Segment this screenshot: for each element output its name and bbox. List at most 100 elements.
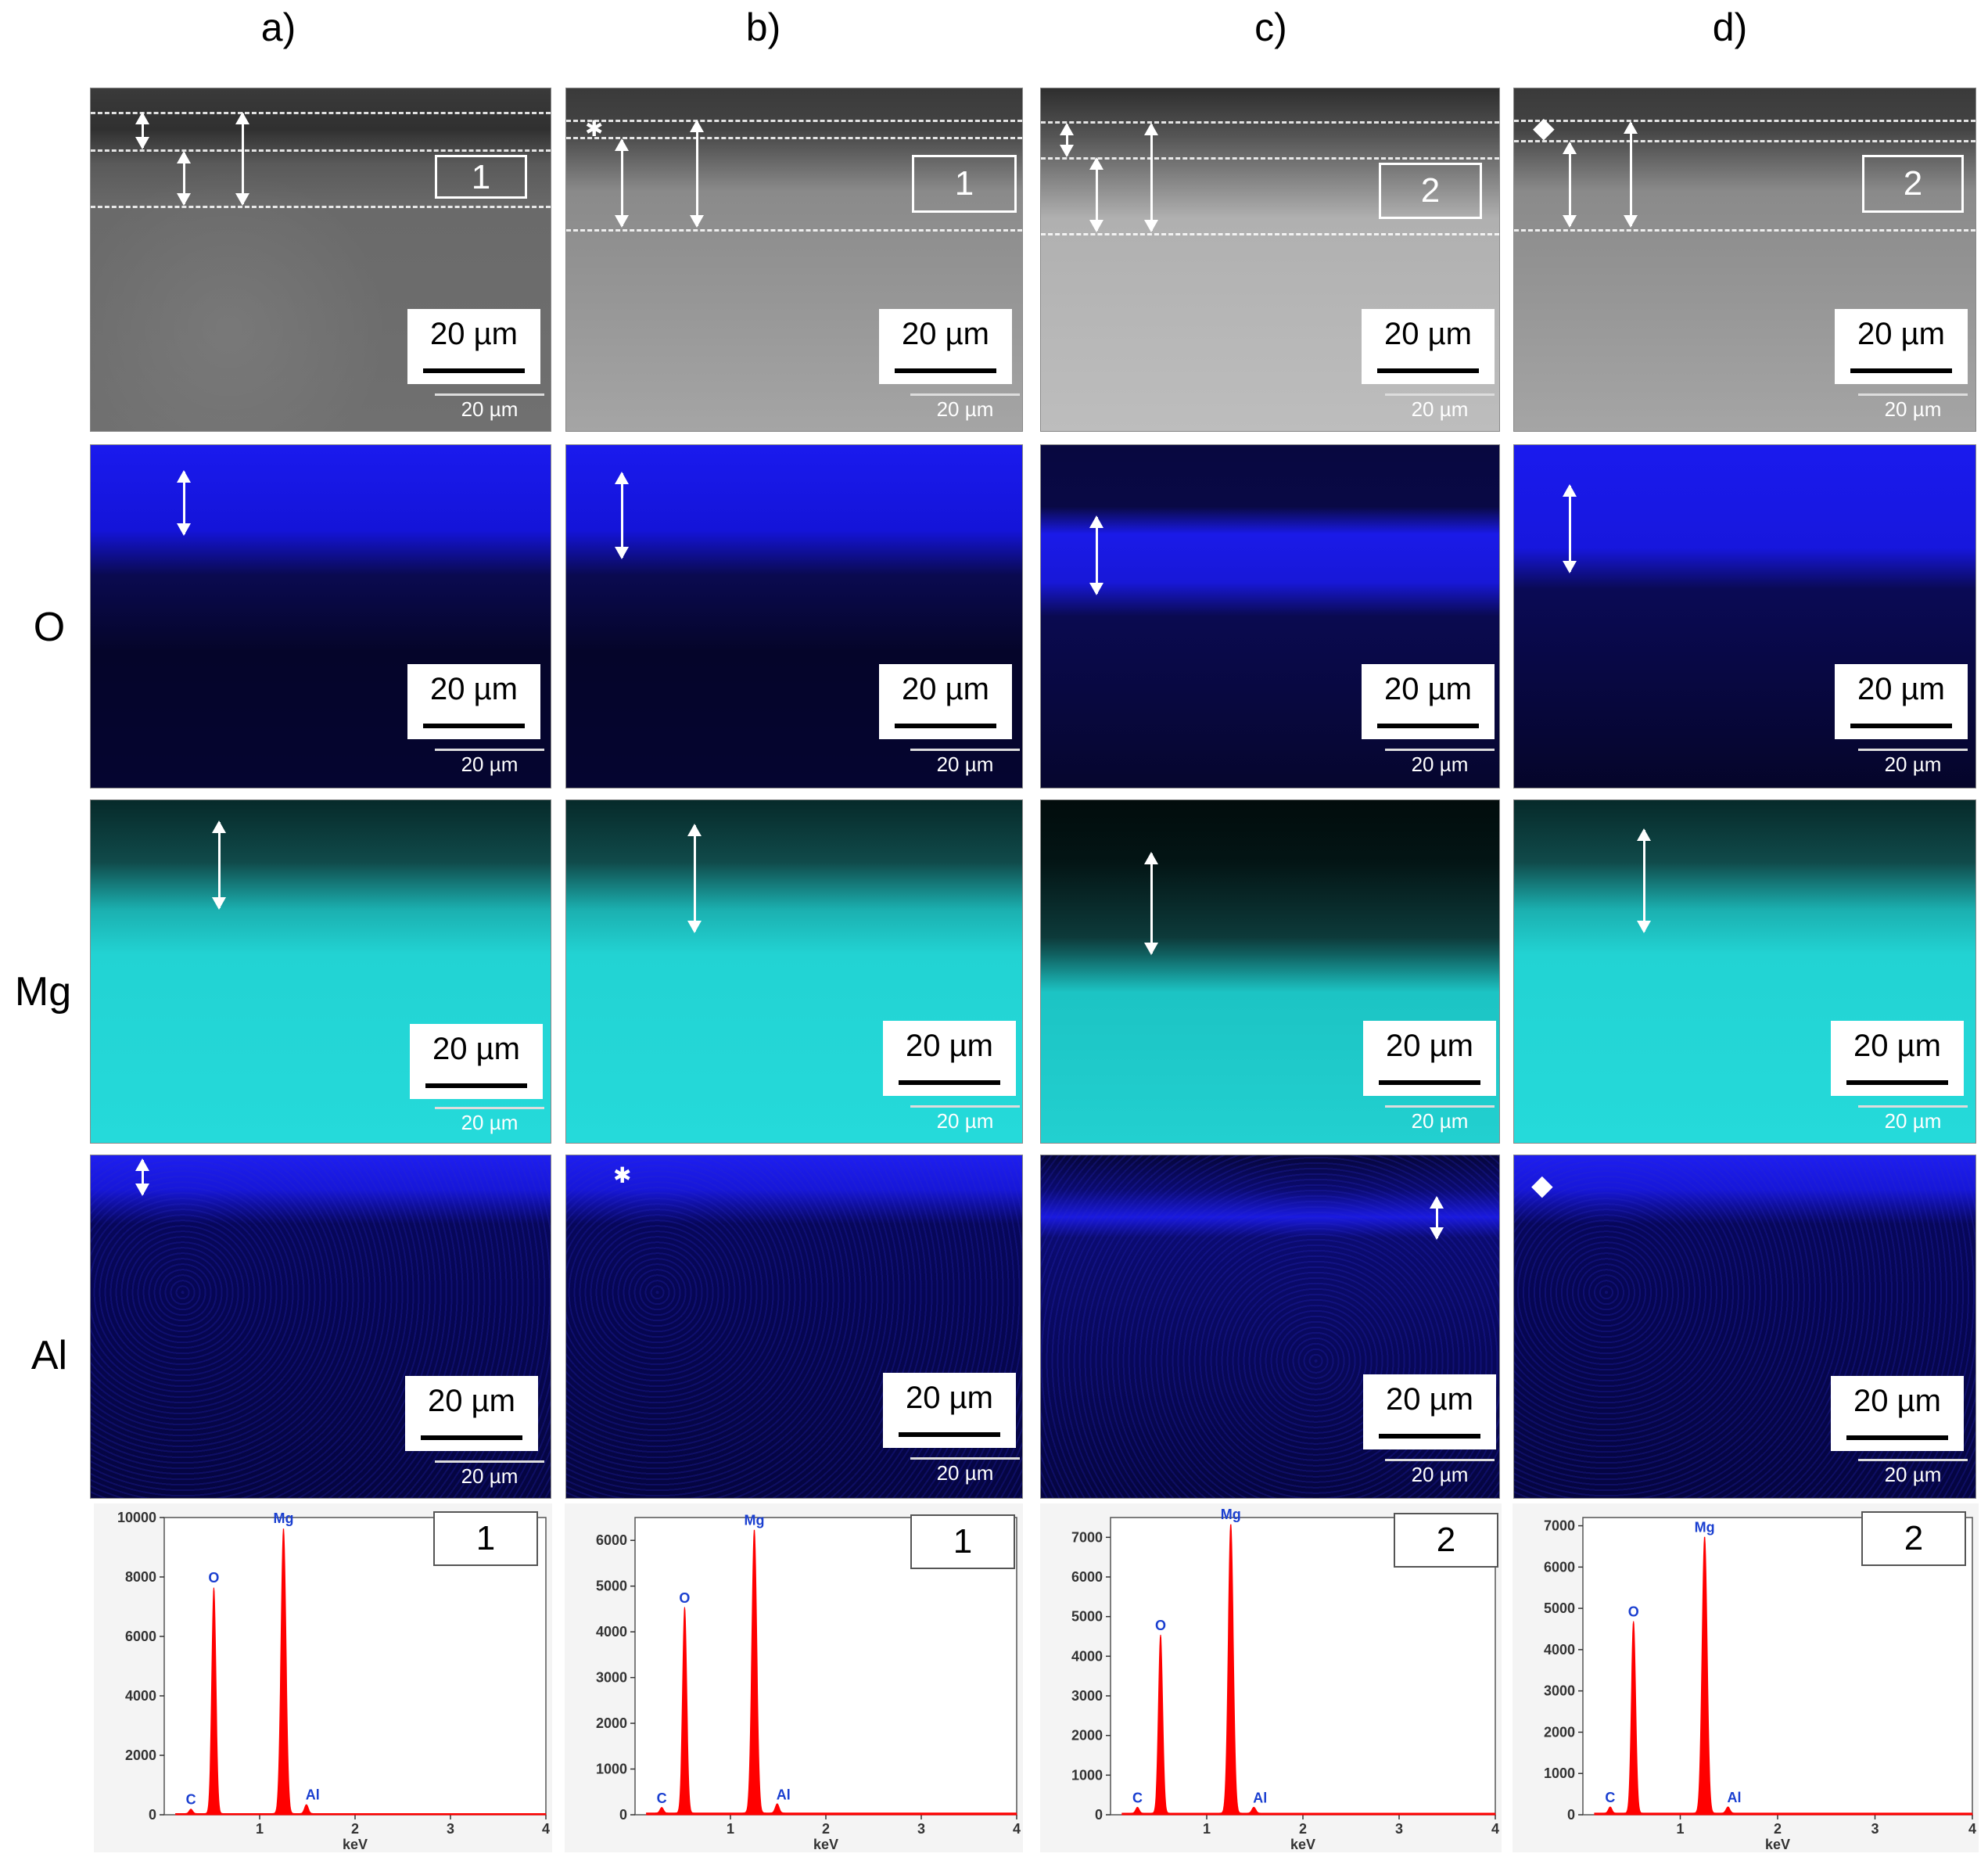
eds-spectrum-a: 0 2000 4000 6000 8000 10000 1 2 3 4 keV C O Mg Al 1 xyxy=(94,1503,552,1852)
row-label-mg: Mg xyxy=(14,969,72,1015)
y-tick-label: 0 xyxy=(1567,1807,1575,1823)
y-tick-label: 4000 xyxy=(596,1624,627,1640)
x-tick-label: 2 xyxy=(351,1821,359,1837)
scale-bar: 20 µm xyxy=(883,1373,1016,1448)
thickness-arrow xyxy=(1637,828,1651,933)
star-marker: ✱ xyxy=(613,1163,632,1187)
scale-bar: 20 µm xyxy=(879,664,1012,739)
sem-image-a: 1 20 µm 20 µm xyxy=(90,88,551,432)
scale-bar: 20 µm xyxy=(405,1376,538,1451)
spectrum-series xyxy=(1121,1524,1496,1816)
y-tick-label: 2000 xyxy=(596,1715,627,1731)
x-axis-label: keV xyxy=(813,1837,838,1852)
x-tick-label: 1 xyxy=(727,1821,734,1837)
y-tick-label: 7000 xyxy=(1071,1529,1103,1545)
scale-bar: 20 µm xyxy=(1835,664,1968,739)
analysis-region-box: 1 xyxy=(912,155,1017,213)
peak-label-mg: Mg xyxy=(1221,1507,1241,1522)
scale-bar: 20 µm xyxy=(1831,1376,1964,1451)
thickness-arrow xyxy=(212,821,226,910)
y-tick-label: 3000 xyxy=(596,1670,627,1686)
scale-bar: 20 µm xyxy=(407,309,540,384)
x-tick-label: 3 xyxy=(1395,1821,1403,1837)
scale-bar: 20 µm xyxy=(1835,309,1968,384)
x-tick-label: 2 xyxy=(1299,1821,1307,1837)
aluminum-map-c: 20 µm 20 µm xyxy=(1040,1155,1500,1499)
y-tick-label: 1000 xyxy=(1544,1765,1575,1781)
row-label-o: O xyxy=(33,605,66,650)
magnesium-map-d: 20 µm 20 µm xyxy=(1513,799,1976,1144)
x-tick-label: 4 xyxy=(1968,1821,1976,1837)
scale-bar-small: 20 µm xyxy=(1858,749,1968,777)
magnesium-map-a: 20 µm 20 µm xyxy=(90,799,551,1144)
peak-label-al: Al xyxy=(306,1787,320,1803)
scale-bar-small: 20 µm xyxy=(910,1457,1020,1485)
peak-label-al: Al xyxy=(777,1787,791,1802)
x-tick-label: 1 xyxy=(1676,1821,1684,1837)
spectrum-series xyxy=(1594,1536,1973,1816)
thickness-arrow xyxy=(615,138,629,228)
oxygen-map-c: 20 µm 20 µm xyxy=(1040,444,1500,788)
x-tick-label: 1 xyxy=(1203,1821,1211,1837)
sem-image-c: 2 20 µm 20 µm xyxy=(1040,88,1500,432)
y-tick-label: 6000 xyxy=(125,1629,156,1644)
peak-label-o: O xyxy=(208,1570,219,1586)
scale-bar: 20 µm xyxy=(1362,664,1495,739)
peak-label-o: O xyxy=(1628,1604,1639,1620)
y-tick-label: 1000 xyxy=(1071,1767,1103,1783)
thickness-arrow xyxy=(1089,515,1103,595)
spectrum-series xyxy=(646,1529,1017,1816)
spectrum-id: 1 xyxy=(910,1514,1015,1569)
oxygen-map-b: 20 µm 20 µm xyxy=(565,444,1023,788)
scale-bar: 20 µm xyxy=(1362,309,1495,384)
peak-label-mg: Mg xyxy=(274,1510,294,1526)
scale-bar: 20 µm xyxy=(883,1021,1016,1096)
magnesium-map-c: 20 µm 20 µm xyxy=(1040,799,1500,1144)
peak-label-al: Al xyxy=(1253,1790,1267,1805)
scale-bar-small: 20 µm xyxy=(1385,1459,1495,1487)
scale-bar: 20 µm xyxy=(1831,1021,1964,1096)
y-tick-label: 2000 xyxy=(1544,1724,1575,1740)
eds-spectrum-c: 0 1000 2000 3000 4000 5000 6000 7000 1 2 3 4 keV C O Mg… xyxy=(1040,1503,1502,1852)
y-tick-label: 6000 xyxy=(1071,1569,1103,1585)
oxygen-map-a: 20 µm 20 µm xyxy=(90,444,551,788)
scale-bar: 20 µm xyxy=(1363,1374,1496,1449)
thickness-arrow xyxy=(1563,484,1577,573)
analysis-region-box: 2 xyxy=(1379,163,1482,219)
row-label-al: Al xyxy=(31,1333,68,1378)
thickness-arrow xyxy=(615,472,629,559)
y-tick-label: 5000 xyxy=(1071,1609,1103,1625)
sem-image-b: ✱ 1 20 µm 20 µm xyxy=(565,88,1023,432)
thickness-arrow xyxy=(1430,1196,1444,1240)
scale-bar-small: 20 µm xyxy=(910,749,1020,777)
x-axis-label: keV xyxy=(1765,1837,1790,1852)
y-tick-label: 8000 xyxy=(125,1569,156,1585)
column-label-a: a) xyxy=(260,5,296,49)
peak-label-mg: Mg xyxy=(1695,1519,1715,1535)
x-tick-label: 2 xyxy=(1774,1821,1782,1837)
column-label-d: d) xyxy=(1712,5,1748,49)
eds-spectrum-b: 0 1000 2000 3000 4000 5000 6000 1 2 3 4 keV C O Mg Al 1 xyxy=(565,1503,1023,1852)
aluminum-map-d: ◆ 20 µm 20 µm xyxy=(1513,1155,1976,1499)
scale-bar-small: 20 µm xyxy=(435,1460,544,1489)
peak-label-c: C xyxy=(186,1791,196,1807)
peak-label-o: O xyxy=(1155,1618,1166,1633)
peak-label-c: C xyxy=(1132,1790,1143,1805)
thickness-arrow xyxy=(177,470,191,536)
diamond-marker: ◆ xyxy=(1531,1169,1553,1201)
oxygen-map-d: 20 µm 20 µm xyxy=(1513,444,1976,788)
aluminum-map-a: 20 µm 20 µm xyxy=(90,1155,551,1499)
aluminum-map-b: ✱ 20 µm 20 µm xyxy=(565,1155,1023,1499)
y-tick-label: 7000 xyxy=(1544,1518,1575,1534)
y-tick-label: 3000 xyxy=(1071,1688,1103,1704)
y-tick-label: 0 xyxy=(619,1807,627,1823)
x-tick-label: 4 xyxy=(1013,1821,1021,1837)
x-tick-label: 4 xyxy=(1491,1821,1499,1837)
peak-label-c: C xyxy=(657,1791,667,1806)
x-tick-label: 3 xyxy=(917,1821,925,1837)
y-tick-label: 10000 xyxy=(117,1510,156,1525)
scale-bar: 20 µm xyxy=(1363,1021,1496,1096)
scale-bar-small: 20 µm xyxy=(1858,393,1968,422)
spectrum-series xyxy=(175,1528,547,1816)
thickness-arrow xyxy=(687,824,702,933)
